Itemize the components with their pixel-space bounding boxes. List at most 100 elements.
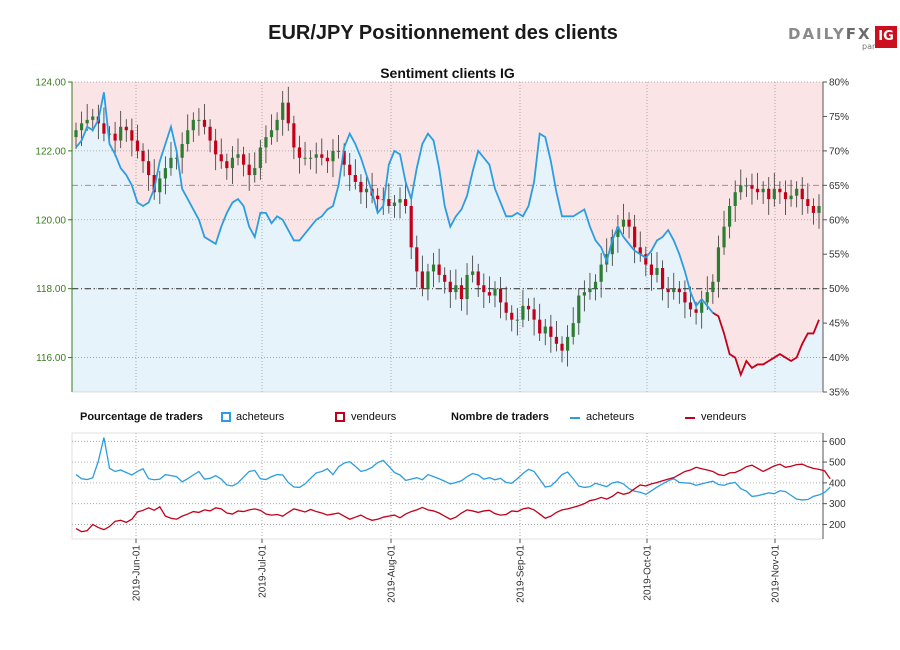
candle-body xyxy=(593,281,598,289)
candle-body xyxy=(236,154,240,158)
candle-body xyxy=(392,202,397,206)
candle-body xyxy=(359,181,363,193)
candle-body xyxy=(197,119,201,121)
candle-body xyxy=(348,164,352,175)
candle-body xyxy=(264,137,268,148)
candle-body xyxy=(443,274,447,282)
candle-body xyxy=(711,281,715,293)
candle-body xyxy=(297,147,302,158)
candle-body xyxy=(459,285,464,299)
candle-body xyxy=(225,161,229,169)
candle-body xyxy=(219,154,223,162)
candle-body xyxy=(811,206,816,213)
legend-num-title: Nombre de traders xyxy=(451,411,549,423)
candle-body xyxy=(599,264,603,282)
legend-num-sellers: vendeurs xyxy=(701,411,747,423)
candle-body xyxy=(616,226,620,237)
date-tick-label: 2019-Oct-01 xyxy=(643,545,654,601)
candle-body xyxy=(247,164,251,175)
candle-body xyxy=(705,292,709,303)
percent-tick-label: 60% xyxy=(829,215,849,226)
count-tick-label: 400 xyxy=(829,478,846,489)
candle-body xyxy=(415,247,419,272)
candle-body xyxy=(465,274,469,299)
dailyfx-logo: DAILYFX par IG xyxy=(786,24,898,52)
candle-body xyxy=(79,123,84,131)
candle-body xyxy=(336,150,341,152)
candle-body xyxy=(214,140,218,155)
logo-wordmark: DAILYFX xyxy=(788,25,872,43)
candle-body xyxy=(644,254,648,265)
legend-buyers-box-icon xyxy=(221,412,231,422)
candle-body xyxy=(448,281,452,293)
candle-body xyxy=(728,206,732,227)
price-tick-label: 116.00 xyxy=(36,353,66,364)
candle-body xyxy=(761,188,765,193)
candle-body xyxy=(320,154,324,158)
legend-sellers-box-icon xyxy=(335,412,345,422)
candle-body xyxy=(202,119,207,127)
candle-body xyxy=(538,319,542,334)
candle-body xyxy=(180,144,184,158)
candle-body xyxy=(700,302,704,313)
date-tick-label: 2019-Nov-01 xyxy=(771,545,782,603)
candle-body xyxy=(124,126,128,131)
candle-body xyxy=(404,199,408,206)
percent-tick-label: 50% xyxy=(829,284,849,295)
candle-body xyxy=(431,264,436,272)
candle-body xyxy=(398,199,402,203)
candle-body xyxy=(269,130,274,138)
candle-body xyxy=(817,206,821,213)
candle-body xyxy=(420,271,424,289)
candle-body xyxy=(163,168,167,179)
count-tick-label: 600 xyxy=(829,437,846,448)
candle-body xyxy=(471,271,475,275)
candle-body xyxy=(560,343,564,351)
candle-body xyxy=(649,264,654,275)
candle-body xyxy=(733,192,737,206)
candle-body xyxy=(258,147,262,169)
candle-body xyxy=(158,178,162,193)
candle-body xyxy=(666,288,670,293)
percent-tick-label: 55% xyxy=(829,250,849,261)
percent-tick-label: 75% xyxy=(829,112,849,123)
candle-body xyxy=(672,288,676,293)
legend-pct-sellers: vendeurs xyxy=(351,411,397,423)
candle-body xyxy=(102,123,106,134)
candle-body xyxy=(767,188,771,200)
candle-body xyxy=(376,195,380,200)
candle-body xyxy=(482,285,486,293)
candle-body xyxy=(113,133,117,141)
candle-body xyxy=(208,126,212,141)
buyers-area xyxy=(72,92,823,392)
candle-body xyxy=(152,175,156,193)
ig-logo-icon: IG xyxy=(875,26,897,48)
num-sellers-line xyxy=(75,463,831,533)
candle-body xyxy=(655,268,659,275)
candle-body xyxy=(303,157,307,159)
candle-body xyxy=(543,326,547,334)
candle-body xyxy=(253,168,257,175)
candle-body xyxy=(130,130,134,141)
sellers-pct-line xyxy=(712,312,820,378)
buyers-pct-line xyxy=(75,92,714,314)
candle-body xyxy=(566,336,570,351)
count-tick-label: 300 xyxy=(829,499,846,510)
candle-body xyxy=(716,247,721,282)
candle-body xyxy=(493,288,497,296)
price-tick-label: 124.00 xyxy=(35,78,66,89)
candle-body xyxy=(281,102,285,120)
candle-body xyxy=(627,219,631,227)
percent-tick-label: 35% xyxy=(829,388,849,399)
logo-fx: FX xyxy=(845,25,872,43)
logo-daily: DAILY xyxy=(788,25,846,43)
candle-body xyxy=(135,140,140,151)
candle-body xyxy=(387,199,391,206)
chart-subtitle: Sentiment clients IG xyxy=(380,65,515,81)
date-tick-label: 2019-Jun-01 xyxy=(132,545,143,602)
candle-body xyxy=(364,188,369,193)
candle-body xyxy=(638,247,642,255)
candle-body xyxy=(85,119,89,124)
candle-body xyxy=(526,305,531,310)
candle-body xyxy=(314,154,318,158)
